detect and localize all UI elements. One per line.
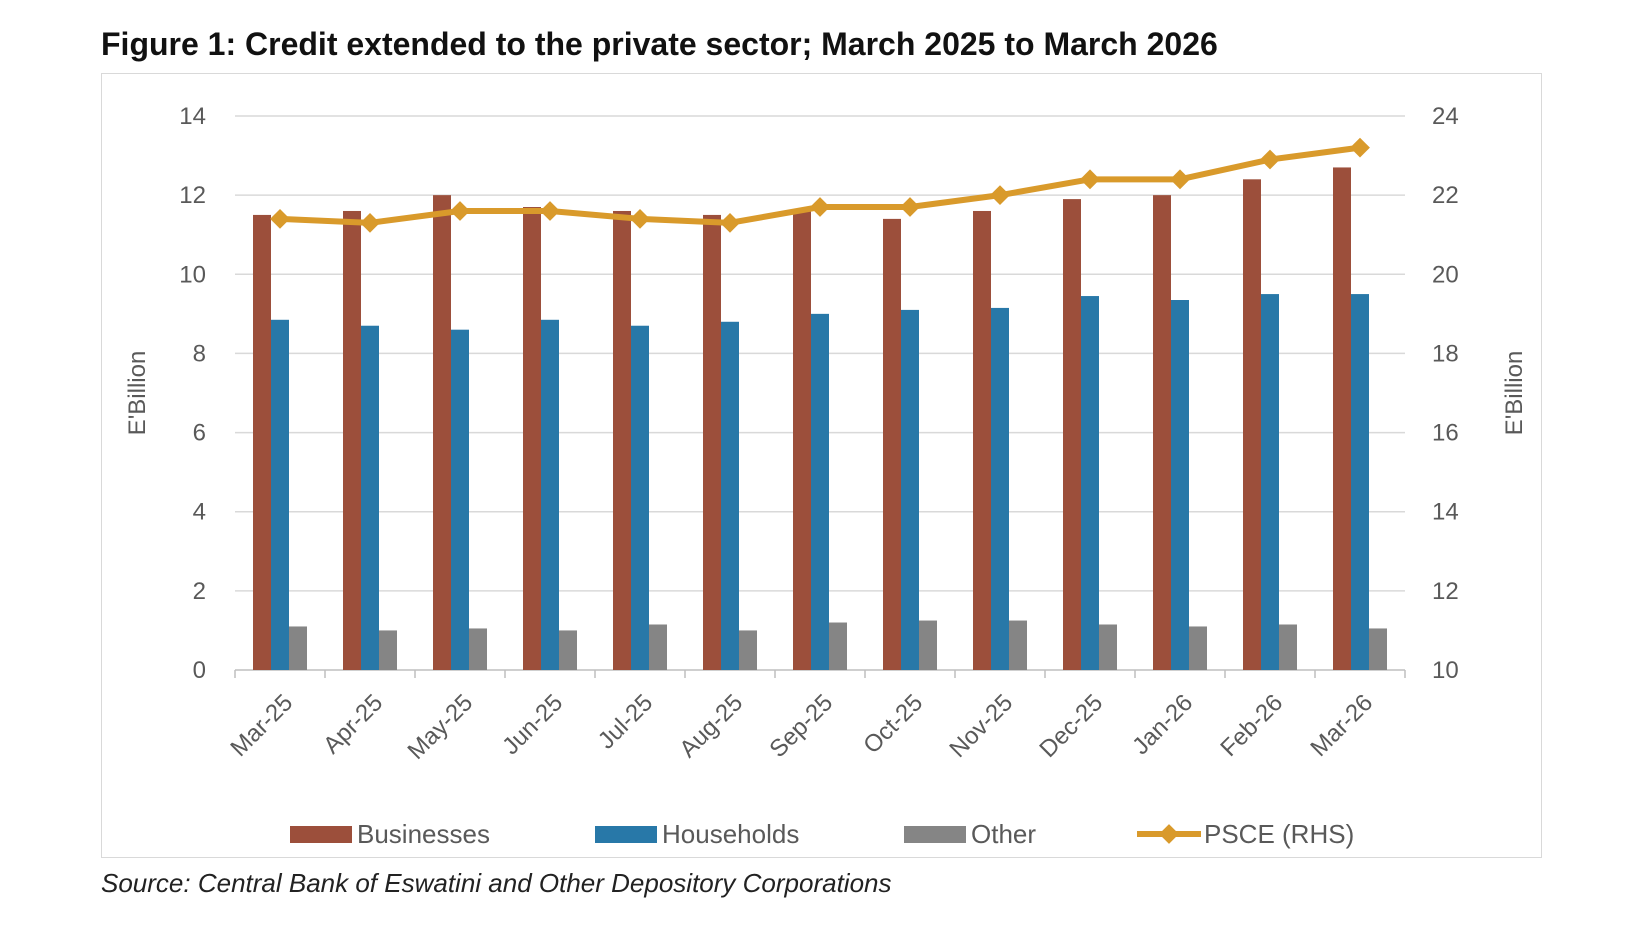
bar-other: [739, 630, 757, 670]
bar-businesses: [433, 195, 451, 670]
bar-households: [1261, 294, 1279, 670]
bar-other: [919, 620, 937, 670]
x-tick-label: Nov-25: [944, 689, 1018, 763]
psce-marker: [900, 197, 920, 217]
bar-businesses: [883, 218, 901, 670]
bar-households: [451, 329, 469, 670]
y-tick-label: 4: [193, 499, 206, 526]
bar-other: [559, 630, 577, 670]
bar-businesses: [613, 210, 631, 670]
y-tick-label: 14: [179, 103, 206, 130]
bar-other: [1279, 624, 1297, 670]
bar-households: [1171, 300, 1189, 670]
y2-tick-label: 14: [1432, 499, 1459, 526]
y2-tick-label: 12: [1432, 578, 1459, 605]
legend-label-households: Households: [662, 819, 799, 849]
psce-marker: [720, 212, 740, 233]
bar-businesses: [1243, 179, 1261, 671]
y-tick-label: 8: [193, 340, 206, 367]
bar-other: [649, 624, 667, 670]
psce-marker: [1080, 169, 1100, 190]
y2-tick-label: 24: [1432, 103, 1459, 130]
legend-label-psce-rhs: PSCE (RHS): [1204, 819, 1354, 849]
bar-other: [1009, 620, 1027, 670]
x-tick-label: Sep-25: [764, 689, 838, 763]
psce-marker: [630, 208, 650, 229]
psce-marker: [360, 212, 380, 233]
bar-households: [1081, 296, 1099, 670]
y2-tick-label: 10: [1432, 657, 1459, 684]
bar-businesses: [1063, 199, 1081, 670]
bar-businesses: [1333, 167, 1351, 670]
bar-households: [991, 307, 1009, 670]
x-tick-label: Oct-25: [858, 689, 928, 759]
y-tick-label: 10: [179, 261, 206, 288]
bar-other: [469, 628, 487, 670]
y-axis-title: E'Billion: [124, 351, 151, 436]
figure-title: Figure 1: Credit extended to the private…: [101, 26, 1218, 62]
bar-other: [1099, 624, 1117, 670]
x-tick-label: May-25: [403, 689, 479, 765]
x-tick-label: Jan-26: [1127, 689, 1198, 760]
legend-swatch-households: [595, 826, 657, 843]
bar-other: [379, 630, 397, 670]
bar-households: [1351, 294, 1369, 670]
psce-marker: [810, 197, 830, 217]
y2-tick-label: 16: [1432, 420, 1459, 447]
bar-businesses: [1153, 195, 1171, 670]
y-tick-label: 6: [193, 420, 206, 447]
psce-marker: [1170, 169, 1190, 190]
bar-other: [1189, 626, 1207, 670]
bar-households: [361, 325, 379, 670]
y-tick-label: 12: [179, 182, 206, 209]
bar-other: [1369, 628, 1387, 670]
bar-businesses: [973, 210, 991, 670]
bar-businesses: [703, 214, 721, 670]
bar-businesses: [253, 214, 271, 670]
x-tick-label: Mar-25: [225, 689, 298, 762]
bar-other: [289, 626, 307, 670]
psce-marker: [450, 201, 470, 221]
y-tick-label: 2: [193, 578, 206, 605]
psce-marker: [1260, 149, 1280, 170]
bar-households: [541, 319, 559, 670]
figure-source: Source: Central Bank of Eswatini and Oth…: [101, 868, 892, 898]
legend-swatch-other: [904, 826, 966, 843]
bar-households: [271, 319, 289, 670]
bar-businesses: [523, 207, 541, 670]
y2-tick-label: 18: [1432, 340, 1459, 367]
legend-swatch-businesses: [290, 826, 352, 843]
psce-marker: [1350, 137, 1370, 158]
y2-axis-title: E'Billion: [1501, 351, 1528, 436]
bar-businesses: [343, 210, 361, 670]
legend-label-other: Other: [971, 819, 1036, 849]
y2-tick-label: 20: [1432, 261, 1459, 288]
x-tick-label: Apr-25: [318, 689, 388, 759]
x-tick-label: Aug-25: [674, 689, 748, 763]
legend-marker-psce-rhs: [1159, 824, 1179, 844]
chart-frame: [101, 73, 1542, 858]
bar-other: [829, 622, 847, 670]
psce-marker: [990, 185, 1010, 206]
bar-households: [901, 309, 919, 670]
x-tick-label: Mar-26: [1305, 689, 1378, 762]
psce-marker: [270, 208, 290, 229]
x-tick-label: Jun-25: [497, 689, 568, 760]
y-tick-label: 0: [193, 657, 206, 684]
x-tick-label: Feb-26: [1215, 689, 1288, 762]
bar-households: [721, 321, 739, 670]
x-tick-label: Dec-25: [1034, 689, 1108, 763]
legend-label-businesses: Businesses: [357, 819, 490, 849]
x-tick-label: Jul-25: [593, 689, 658, 754]
y2-tick-label: 22: [1432, 182, 1459, 209]
bar-businesses: [793, 210, 811, 670]
bar-households: [631, 325, 649, 670]
psce-marker: [540, 201, 560, 221]
bar-households: [811, 313, 829, 670]
